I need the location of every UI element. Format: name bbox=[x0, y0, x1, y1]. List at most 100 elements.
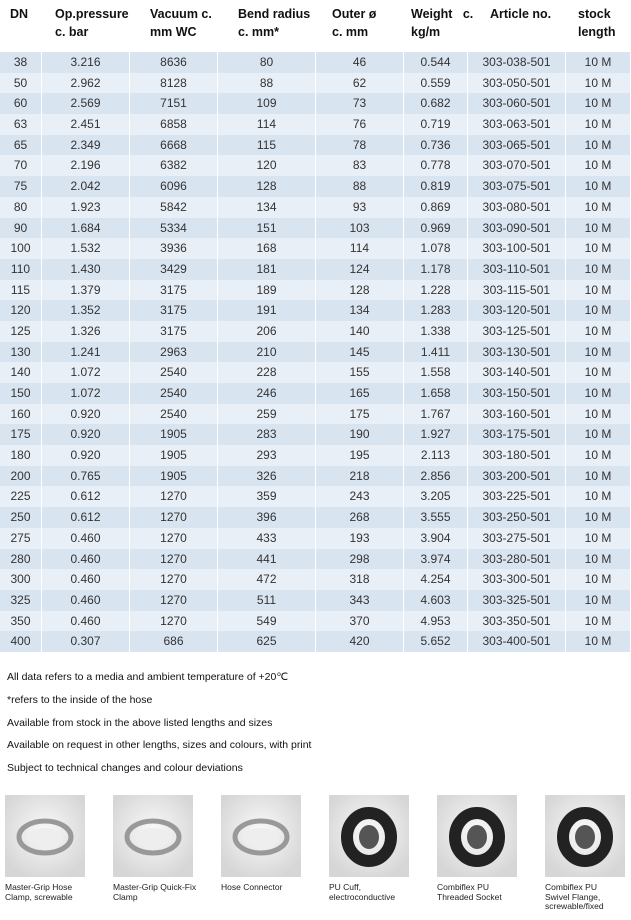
note: Available on request in other lengths, s… bbox=[7, 739, 312, 752]
table-cell: 303-225-501 bbox=[468, 486, 566, 508]
table-cell: 1270 bbox=[130, 527, 218, 549]
table-cell: 5.652 bbox=[404, 631, 468, 652]
table-cell: 128 bbox=[316, 279, 404, 301]
table-cell: 50 bbox=[0, 72, 42, 94]
table-cell: 10 M bbox=[566, 320, 631, 342]
table-cell: 60 bbox=[0, 93, 42, 115]
table-cell: 0.460 bbox=[42, 548, 130, 570]
table-cell: 1.241 bbox=[42, 341, 130, 363]
table-cell: 303-400-501 bbox=[468, 631, 566, 652]
table-cell: 1.927 bbox=[404, 424, 468, 446]
table-cell: 114 bbox=[316, 238, 404, 259]
table-cell: 303-038-501 bbox=[468, 52, 566, 73]
table-cell: 303-150-501 bbox=[468, 383, 566, 404]
table-cell: 1905 bbox=[130, 445, 218, 466]
product: PU Cuff, electroconductive bbox=[329, 795, 429, 902]
product-image bbox=[221, 795, 301, 877]
table-row: 140 1.072 2540 228 155 1.558 303-140-501 10 M bbox=[0, 362, 631, 383]
table-cell: 130 bbox=[0, 341, 42, 363]
table-cell: 193 bbox=[316, 527, 404, 549]
table-cell: 2540 bbox=[130, 383, 218, 404]
table-cell: 10 M bbox=[566, 589, 631, 611]
table-cell: 303-075-501 bbox=[468, 176, 566, 197]
table-cell: 472 bbox=[218, 569, 316, 590]
table-cell: 115 bbox=[0, 279, 42, 301]
table-cell: 4.603 bbox=[404, 589, 468, 611]
table-cell: 3936 bbox=[130, 238, 218, 259]
table-cell: 303-300-501 bbox=[468, 569, 566, 590]
table-cell: 110 bbox=[0, 258, 42, 280]
note: Subject to technical changes and colour … bbox=[7, 762, 243, 775]
column-header: Vacuum c. mm WC bbox=[150, 5, 212, 41]
table-cell: 175 bbox=[316, 403, 404, 425]
table-cell: 1.352 bbox=[42, 300, 130, 321]
table-cell: 3175 bbox=[130, 320, 218, 342]
table-cell: 70 bbox=[0, 155, 42, 177]
table-cell: 0.869 bbox=[404, 196, 468, 218]
table-cell: 0.969 bbox=[404, 217, 468, 239]
table-cell: 303-125-501 bbox=[468, 320, 566, 342]
column-header: Outer ø c. mm bbox=[332, 5, 376, 41]
table-cell: 0.612 bbox=[42, 507, 130, 528]
table-header: DN Op.pressure c. bar Vacuum c. mm WC Bend ra… bbox=[0, 0, 631, 52]
table-row: 38 3.216 8636 80 46 0.544 303-038-501 10 M bbox=[0, 52, 631, 73]
table-row: 70 2.196 6382 120 83 0.778 303-070-501 10 M bbox=[0, 155, 631, 177]
table-cell: 3429 bbox=[130, 258, 218, 280]
product-caption: Hose Connector bbox=[221, 882, 321, 893]
table-cell: 303-140-501 bbox=[468, 362, 566, 383]
table-row: 110 1.430 3429 181 124 1.178 303-110-501 10 M bbox=[0, 258, 631, 280]
table-cell: 5334 bbox=[130, 217, 218, 239]
column-header: DN bbox=[10, 5, 28, 23]
table-cell: 210 bbox=[218, 341, 316, 363]
product-caption: PU Cuff, electroconductive bbox=[329, 882, 429, 902]
product: Master-Grip Quick-Fix Clamp bbox=[113, 795, 213, 902]
table-cell: 228 bbox=[218, 362, 316, 383]
table-cell: 206 bbox=[218, 320, 316, 342]
table-cell: 88 bbox=[316, 176, 404, 197]
table-cell: 243 bbox=[316, 486, 404, 508]
table-cell: 10 M bbox=[566, 403, 631, 425]
table-cell: 10 M bbox=[566, 279, 631, 301]
table-cell: 303-200-501 bbox=[468, 465, 566, 487]
table-cell: 0.460 bbox=[42, 610, 130, 632]
table-cell: 259 bbox=[218, 403, 316, 425]
note: All data refers to a media and ambient t… bbox=[7, 671, 289, 683]
table-cell: 303-090-501 bbox=[468, 217, 566, 239]
table-cell: 303-050-501 bbox=[468, 72, 566, 94]
header-line: Op.pressure bbox=[55, 7, 129, 21]
table-row: 175 0.920 1905 283 190 1.927 303-175-501 10 M bbox=[0, 424, 631, 446]
table-cell: 155 bbox=[316, 362, 404, 383]
table-cell: 1.684 bbox=[42, 217, 130, 239]
table-cell: 1.411 bbox=[404, 341, 468, 363]
table-cell: 298 bbox=[316, 548, 404, 570]
header-line: c. mm* bbox=[238, 25, 279, 39]
table-cell: 38 bbox=[0, 52, 42, 73]
table-cell: 8128 bbox=[130, 72, 218, 94]
table-cell: 73 bbox=[316, 93, 404, 115]
table-cell: 3.216 bbox=[42, 52, 130, 73]
table-cell: 78 bbox=[316, 134, 404, 156]
header-line: mm WC bbox=[150, 25, 197, 39]
product: Hose Connector bbox=[221, 795, 321, 893]
caption-line: Master-Grip Quick-Fix bbox=[113, 882, 197, 892]
table-cell: 10 M bbox=[566, 507, 631, 528]
caption-line: Clamp bbox=[113, 891, 138, 902]
table-cell: 1.078 bbox=[404, 238, 468, 259]
table-row: 80 1.923 5842 134 93 0.869 303-080-501 10 M bbox=[0, 196, 631, 218]
table-cell: 1.558 bbox=[404, 362, 468, 383]
header-line: Article no. bbox=[490, 7, 552, 21]
table-cell: 10 M bbox=[566, 362, 631, 383]
table-cell: 303-063-501 bbox=[468, 114, 566, 135]
table-cell: 0.460 bbox=[42, 589, 130, 611]
table-cell: 1.767 bbox=[404, 403, 468, 425]
table-cell: 125 bbox=[0, 320, 42, 342]
table-cell: 151 bbox=[218, 217, 316, 239]
table-cell: 90 bbox=[0, 217, 42, 239]
table-cell: 195 bbox=[316, 445, 404, 466]
table-cell: 1270 bbox=[130, 548, 218, 570]
table-cell: 225 bbox=[0, 486, 42, 508]
table-cell: 280 bbox=[0, 548, 42, 570]
table-row: 350 0.460 1270 549 370 4.953 303-350-501 10 M bbox=[0, 610, 631, 632]
table-cell: 1270 bbox=[130, 486, 218, 508]
